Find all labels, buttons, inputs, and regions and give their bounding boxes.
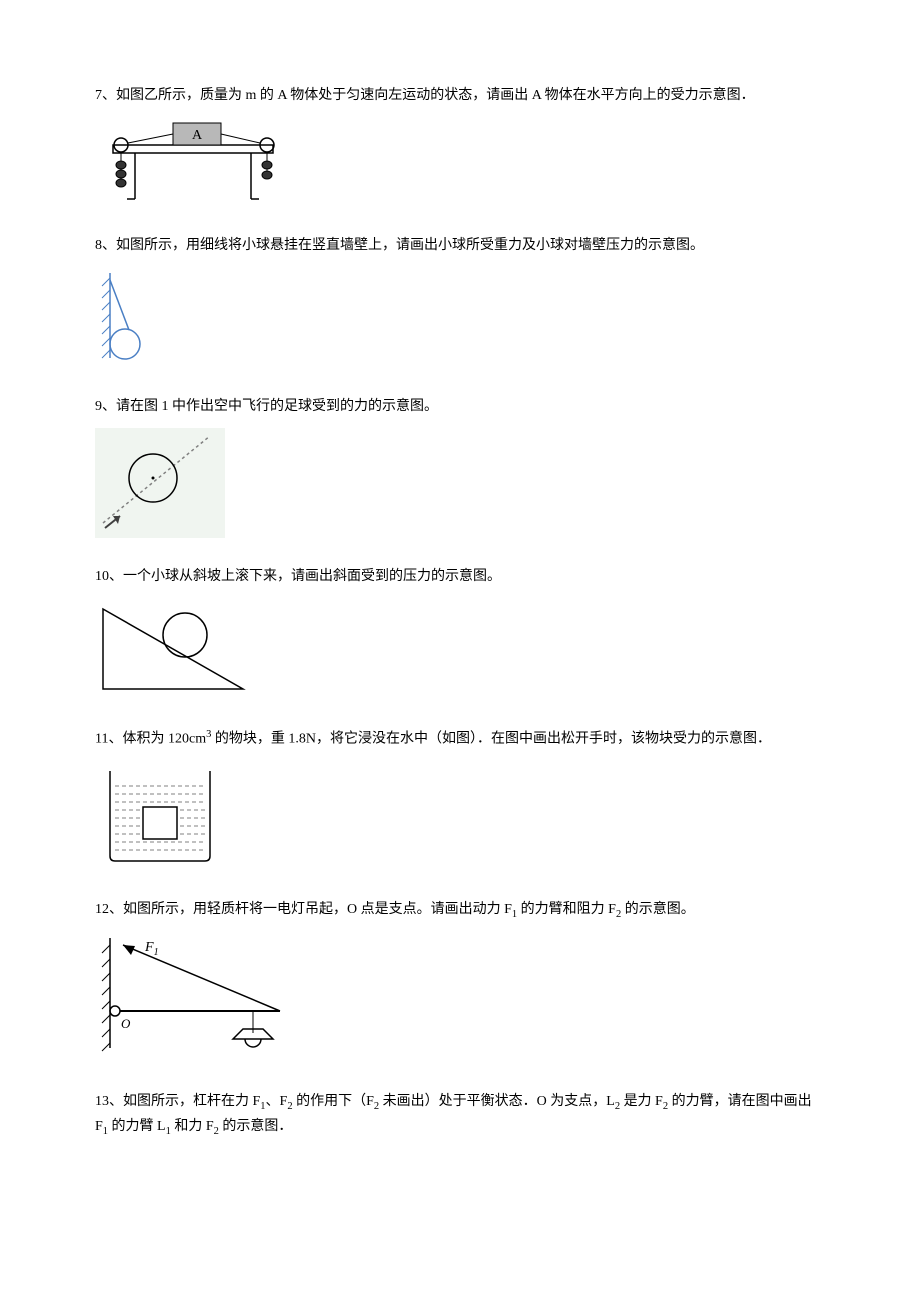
q8-body: 、如图所示，用细线将小球悬挂在竖直墙壁上，请画出小球所受重力及小球对墙壁压力的示… — [102, 238, 704, 253]
q13-p7: 和力 F — [171, 1119, 214, 1134]
question-9: 9、请在图 1 中作出空中飞行的足球受到的力的示意图。 — [95, 396, 825, 538]
q12-body-3: 的示意图。 — [621, 902, 695, 917]
q12-number: 12 — [95, 902, 109, 917]
q7-number: 7 — [95, 88, 102, 103]
question-10-text: 10、一个小球从斜坡上滚下来，请画出斜面受到的压力的示意图。 — [95, 566, 825, 588]
q12-body-1: 、如图所示，用轻质杆将一电灯吊起，O 点是支点。请画出动力 F — [109, 902, 512, 917]
question-9-text: 9、请在图 1 中作出空中飞行的足球受到的力的示意图。 — [95, 396, 825, 418]
q12-diagram: O F1 — [95, 933, 825, 1063]
q7-diagram: A — [95, 117, 825, 207]
q13-p2: 的作用下（F — [293, 1094, 374, 1109]
q9-diagram — [95, 428, 825, 538]
q12-body-2: 的力臂和阻力 F — [517, 902, 616, 917]
question-12-text: 12、如图所示，用轻质杆将一电灯吊起，O 点是支点。请画出动力 F1 的力臂和阻… — [95, 899, 825, 924]
q8-diagram — [95, 268, 825, 368]
q13-p4: 是力 F — [620, 1094, 663, 1109]
q7-block-label: A — [192, 128, 203, 143]
q13-p3: 未画出）处于平衡状态．O 为支点，L — [379, 1094, 615, 1109]
question-13-text: 13、如图所示，杠杆在力 F1、F2 的作用下（F2 未画出）处于平衡状态．O … — [95, 1091, 825, 1140]
q13-p8: 的示意图． — [219, 1119, 293, 1134]
q8-number: 8 — [95, 238, 102, 253]
question-11: 11、体积为 120cm3 的物块，重 1.8N，将它浸没在水中（如图）．在图中… — [95, 727, 825, 871]
q13-number: 13 — [95, 1094, 109, 1109]
q13-p0: 、如图所示，杠杆在力 F — [109, 1094, 260, 1109]
q13-p1: 、F — [266, 1094, 288, 1109]
q10-number: 10 — [95, 569, 109, 584]
question-7: 7、如图乙所示，质量为 m 的 A 物体处于匀速向左运动的状态，请画出 A 物体… — [95, 85, 825, 207]
question-10: 10、一个小球从斜坡上滚下来，请画出斜面受到的压力的示意图。 — [95, 566, 825, 698]
q10-body: 、一个小球从斜坡上滚下来，请画出斜面受到的压力的示意图。 — [109, 569, 501, 584]
q11-body-2: 的物块，重 1.8N，将它浸没在水中（如图）．在图中画出松开手时，该物块受力的示… — [211, 731, 771, 746]
question-11-text: 11、体积为 120cm3 的物块，重 1.8N，将它浸没在水中（如图）．在图中… — [95, 727, 825, 751]
q13-p6: 的力臂 L — [108, 1119, 166, 1134]
question-8: 8、如图所示，用细线将小球悬挂在竖直墙壁上，请画出小球所受重力及小球对墙壁压力的… — [95, 235, 825, 367]
question-13: 13、如图所示，杠杆在力 F1、F2 的作用下（F2 未画出）处于平衡状态．O … — [95, 1091, 825, 1140]
q12-label-O: O — [121, 1016, 131, 1031]
question-8-text: 8、如图所示，用细线将小球悬挂在竖直墙壁上，请画出小球所受重力及小球对墙壁压力的… — [95, 235, 825, 257]
q9-number: 9 — [95, 399, 102, 414]
question-7-text: 7、如图乙所示，质量为 m 的 A 物体处于匀速向左运动的状态，请画出 A 物体… — [95, 85, 825, 107]
q11-body-1: 、体积为 120cm — [108, 731, 206, 746]
q10-diagram — [95, 599, 825, 699]
q9-body: 、请在图 1 中作出空中飞行的足球受到的力的示意图。 — [102, 399, 438, 414]
q11-number: 11 — [95, 731, 108, 746]
q7-body: 、如图乙所示，质量为 m 的 A 物体处于匀速向左运动的状态，请画出 A 物体在… — [102, 88, 755, 103]
q11-diagram — [95, 761, 825, 871]
question-12: 12、如图所示，用轻质杆将一电灯吊起，O 点是支点。请画出动力 F1 的力臂和阻… — [95, 899, 825, 1064]
